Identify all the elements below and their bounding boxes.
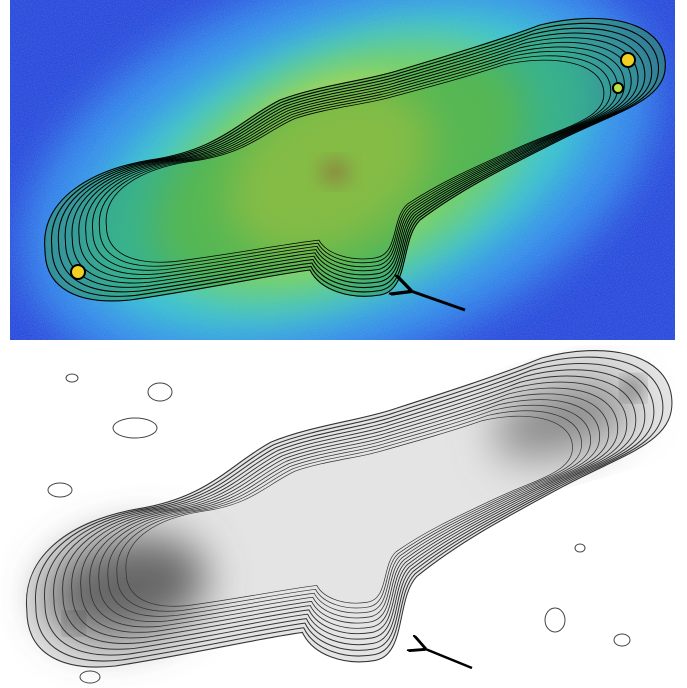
page: (() => { const data = JSON.parse(documen… [0,0,687,688]
hotspot [621,53,635,67]
hotspot [613,83,623,93]
bottom-panel [0,345,687,688]
image-figure [0,0,687,688]
hotspot [71,265,85,279]
hotspot [67,617,79,630]
